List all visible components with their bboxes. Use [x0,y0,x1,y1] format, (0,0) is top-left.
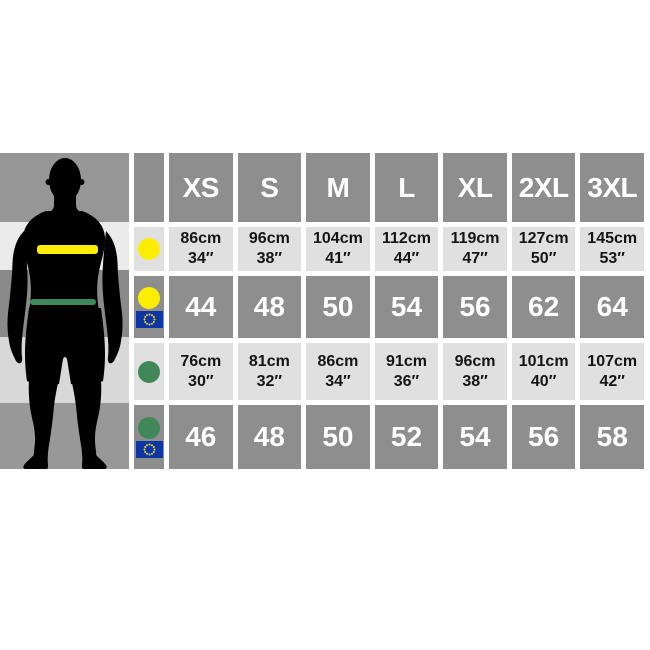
male-body-silhouette [7,158,123,469]
chest-eu-size-cell: 48 [237,276,302,338]
size-column-header: M [306,153,370,222]
waist-cm-cell: 91cm 36″ [374,343,439,400]
waist-cm-cell: 107cm 42″ [580,343,644,400]
eu-flag-icon [135,310,163,328]
chest-cm-cell: 112cm 44″ [374,227,439,271]
chest-cm-cell: 96cm 38″ [237,227,302,271]
chest-eu-size-cell: 56 [443,276,507,338]
chest-eu-size-cell: 44 [169,276,233,338]
chest-eu-row-marker-cell [134,276,164,338]
yellow-circle-icon [138,238,160,260]
size-column-header: S [237,153,302,222]
waist-cm-cell: 76cm 30″ [169,343,233,400]
chest-cm-cell: 145cm 53″ [580,227,644,271]
chest-cm-cell: 119cm 47″ [443,227,507,271]
waist-eu-size-cell: 56 [511,405,576,469]
eu-flag-icon [135,440,163,458]
legend-column-header-cell [134,153,164,222]
waist-eu-size-cell: 52 [374,405,439,469]
waist-level-line-green [30,299,96,305]
chest-eu-size-cell: 62 [511,276,576,338]
waist-eu-size-cell: 58 [580,405,644,469]
chest-eu-size-cell: 50 [306,276,370,338]
chest-row-marker-cell [134,227,164,271]
green-circle-icon [138,416,160,439]
chest-level-line-yellow [37,245,98,254]
size-column-header: 3XL [580,153,644,222]
size-column-header: L [374,153,439,222]
chest-eu-size-cell: 64 [580,276,644,338]
yellow-circle-icon [138,286,160,309]
waist-row-marker-cell [134,343,164,400]
size-column-header: 2XL [511,153,576,222]
green-circle-icon [138,360,160,383]
chest-cm-cell: 86cm 34″ [169,227,233,271]
waist-cm-cell: 101cm 40″ [511,343,576,400]
waist-eu-row-marker-cell [134,405,164,469]
waist-cm-cell: 96cm 38″ [443,343,507,400]
size-chart-table: XS S M L XL 2XL 3XL 86cm 34″ 96cm 38″ 104c… [0,153,644,469]
body-silhouette-panel [0,153,129,469]
background-band [0,403,129,469]
chest-eu-size-cell: 54 [374,276,439,338]
waist-eu-size-cell: 54 [443,405,507,469]
size-column-header: XL [443,153,507,222]
waist-eu-size-cell: 50 [306,405,370,469]
size-column-header: XS [169,153,233,222]
waist-eu-size-cell: 48 [237,405,302,469]
waist-cm-cell: 86cm 34″ [306,343,370,400]
chest-cm-cell: 127cm 50″ [511,227,576,271]
chest-cm-cell: 104cm 41″ [306,227,370,271]
waist-cm-cell: 81cm 32″ [237,343,302,400]
waist-eu-size-cell: 46 [169,405,233,469]
